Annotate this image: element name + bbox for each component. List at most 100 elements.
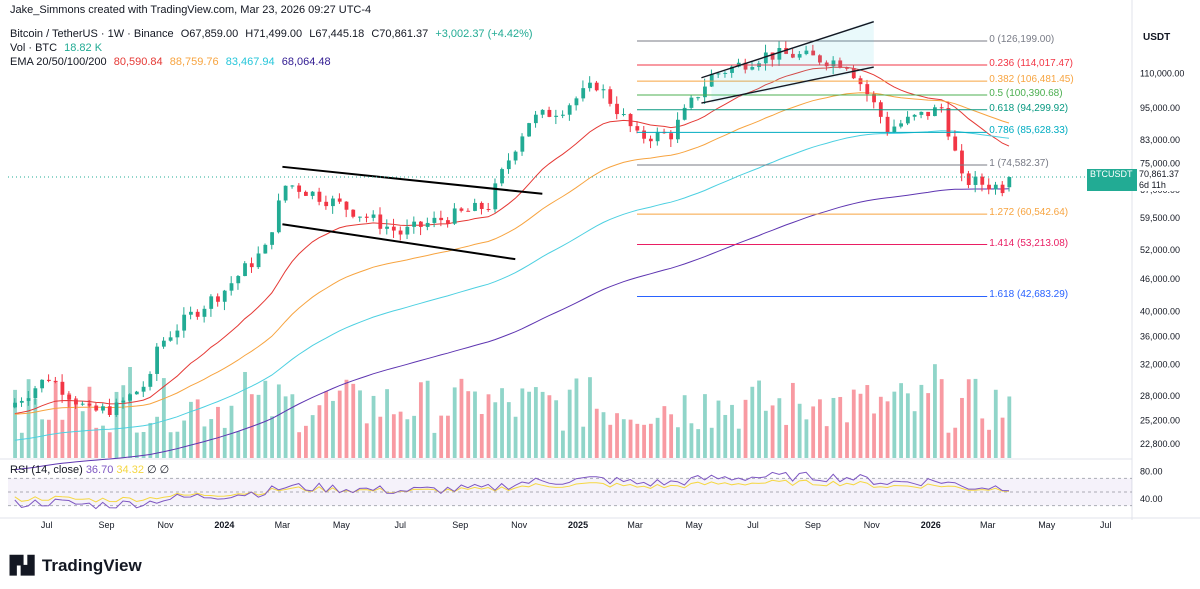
candle-body — [80, 403, 85, 405]
volume-bar — [520, 388, 525, 458]
volume-bar — [378, 416, 383, 458]
candle-body — [885, 116, 890, 133]
volume-bar — [324, 391, 329, 458]
ema20-value: 80,590.84 — [113, 56, 163, 68]
rsi-label[interactable]: RSI (14, close) — [10, 464, 83, 476]
candle-body — [689, 97, 694, 108]
candle-body — [418, 221, 423, 227]
volume-bar — [283, 396, 288, 458]
candle-body — [148, 373, 153, 387]
candle-body — [797, 54, 802, 58]
candle-body — [506, 160, 511, 170]
tradingview-brand[interactable]: ▛▟ TradingView — [10, 556, 142, 576]
volume-bar — [770, 405, 775, 458]
volume-bar — [892, 391, 897, 458]
volume-bar — [574, 378, 579, 458]
volume-bar — [1007, 396, 1012, 458]
volume-bar — [561, 430, 565, 458]
volume-bar — [980, 418, 985, 458]
volume-bar — [824, 426, 829, 458]
volume-bar — [730, 404, 734, 458]
vol-label[interactable]: Vol · BTC — [10, 42, 58, 54]
candle-body — [479, 202, 484, 209]
candle-body — [594, 82, 599, 91]
x-tick-label: May — [333, 520, 351, 530]
candle-body — [648, 138, 653, 142]
volume-bar — [648, 423, 653, 458]
candle-body — [128, 394, 132, 401]
volume-bar — [405, 419, 410, 458]
open-value: O67,859.00 — [180, 28, 239, 40]
candle-body — [642, 130, 646, 139]
volume-bar — [432, 432, 437, 458]
volume-bar — [121, 385, 126, 458]
volume-bar — [777, 398, 782, 458]
volume-bar — [446, 415, 450, 458]
volume-bar — [676, 427, 680, 458]
candle-body — [412, 221, 417, 227]
candle-body — [980, 176, 985, 185]
candle-body — [601, 89, 606, 91]
candle-body — [161, 340, 166, 347]
candle-body — [777, 48, 782, 60]
candle-body — [229, 283, 234, 291]
volume-bar — [784, 424, 789, 458]
volume-bar — [615, 413, 619, 458]
channel-top-line — [701, 21, 874, 79]
candle-body — [865, 84, 870, 95]
candle-body — [743, 62, 748, 70]
volume-bar — [473, 391, 477, 458]
fib-label: 0.786 (85,628.33) — [989, 125, 1069, 137]
candle-body — [452, 208, 457, 224]
volume-bar — [716, 400, 721, 458]
rsi-legend: RSI (14, close) 36.70 34.32 ∅ ∅ — [10, 463, 169, 476]
y-tick-label: 22,800.00 — [1140, 439, 1180, 449]
candle-body — [297, 185, 302, 192]
price-tag-symbol: BTCUSDT — [1090, 169, 1133, 180]
candle-body — [561, 114, 565, 116]
candle-body — [236, 276, 241, 284]
candle-body — [621, 114, 626, 116]
candle-body — [716, 73, 721, 75]
volume-bar — [216, 406, 220, 458]
volume-bar — [804, 419, 809, 458]
creator-line: Jake_Simmons created with TradingView.co… — [10, 4, 372, 16]
volume-bar — [107, 432, 112, 458]
volume-bar — [486, 394, 491, 458]
candle-body — [790, 53, 795, 58]
volume-bar — [67, 393, 72, 458]
volume-bar — [398, 411, 403, 458]
volume-bar — [533, 387, 538, 458]
candle-body — [439, 217, 444, 221]
volume-bar — [689, 423, 694, 458]
volume-bar — [317, 405, 322, 458]
volume-bar — [175, 431, 180, 458]
currency-label[interactable]: USDT — [1143, 32, 1171, 43]
vol-value: 18.82 K — [64, 42, 103, 54]
candle-body — [500, 169, 504, 184]
candle-body — [831, 60, 836, 67]
ema200-line — [14, 188, 1010, 471]
ema-label[interactable]: EMA 20/50/100/200 — [10, 56, 107, 68]
volume-bar — [703, 394, 707, 458]
volume-bar — [344, 379, 349, 458]
candle-body — [141, 386, 146, 392]
candle-body — [655, 131, 660, 142]
volume-bar — [364, 423, 369, 458]
candle-body — [939, 107, 944, 109]
volume-bar — [885, 401, 890, 458]
symbol-title[interactable]: Bitcoin / TetherUS · 1W · Binance — [10, 28, 174, 40]
candle-body — [845, 67, 849, 69]
volume-bar — [973, 378, 978, 458]
candle-body — [155, 346, 159, 374]
rsi-line — [14, 471, 1010, 510]
candle-body — [310, 191, 315, 196]
volume-bar — [669, 414, 674, 458]
volume-bar — [263, 380, 268, 458]
volume-bar — [182, 420, 187, 458]
candle-body — [811, 50, 816, 56]
candle-body — [459, 208, 464, 211]
x-tick-label: May — [686, 520, 704, 530]
candle-body — [337, 198, 342, 202]
